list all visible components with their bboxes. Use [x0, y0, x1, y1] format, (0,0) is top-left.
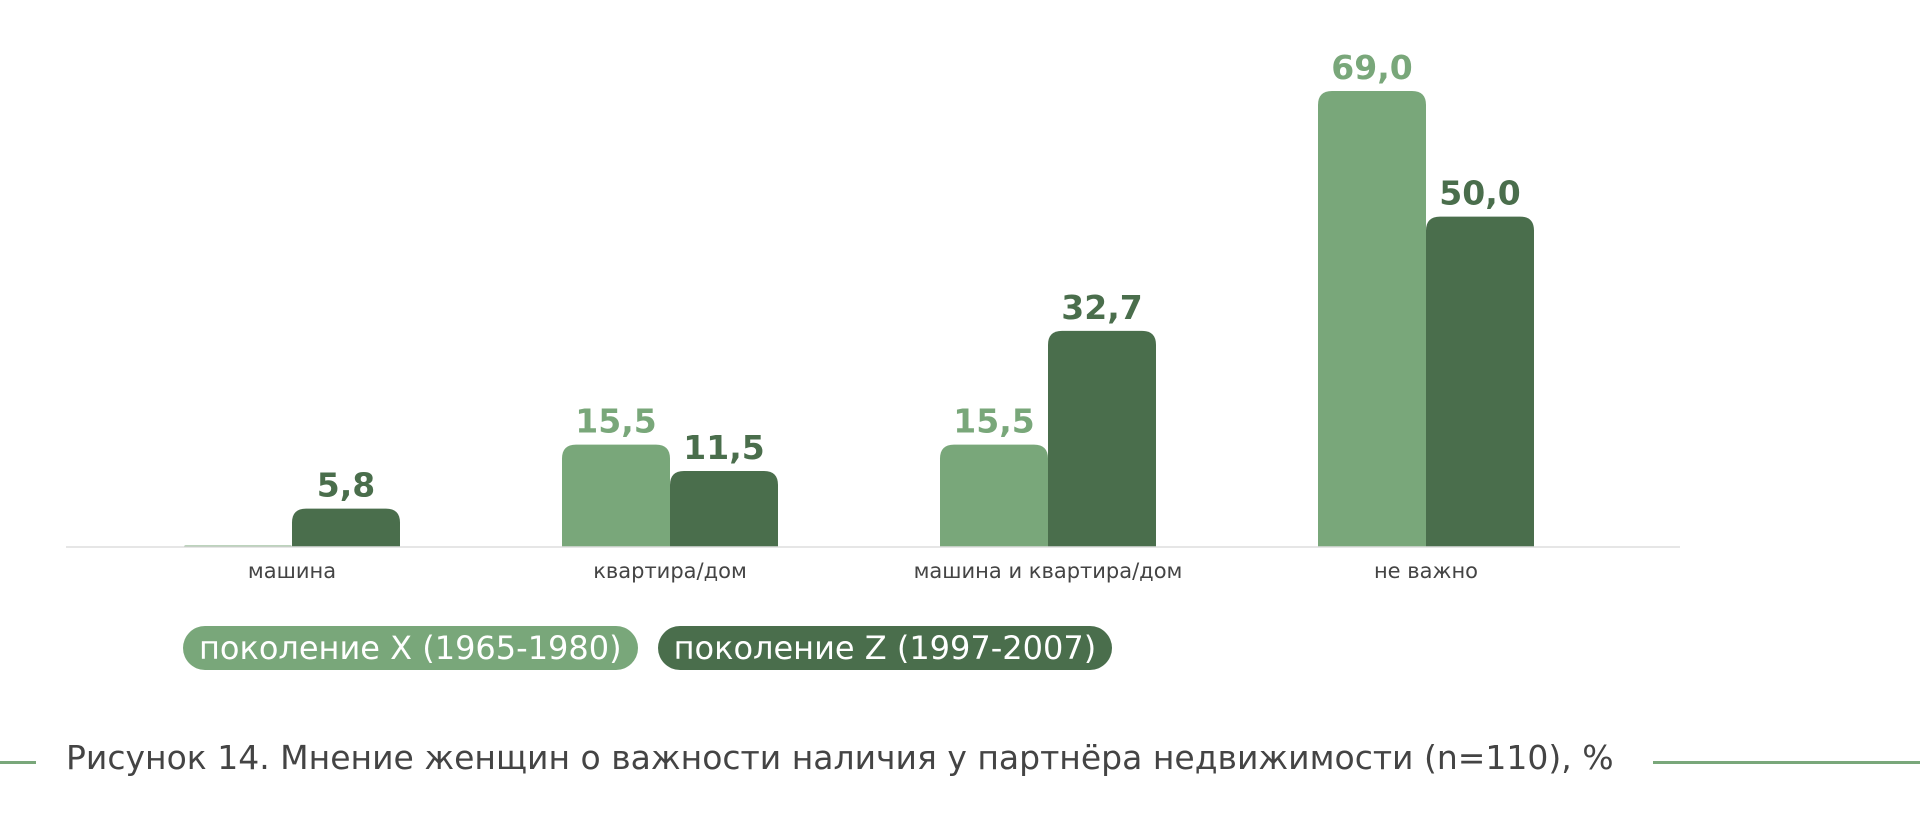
value-labels-layer: 5,8 15,5 11,5 15,5 32,7 69,0 50,0 — [317, 48, 1521, 505]
value-label-generation-x-2: 15,5 — [953, 402, 1034, 441]
bar-generation-z-3 — [1426, 216, 1534, 547]
bar-generation-z-1 — [670, 471, 778, 547]
category-label-3: не важно — [1374, 559, 1478, 583]
bar-generation-z-2 — [1048, 330, 1156, 547]
value-label-generation-x-3: 69,0 — [1331, 48, 1412, 87]
caption-rule-right — [1653, 761, 1920, 764]
category-label-0: машина — [248, 559, 336, 583]
legend: поколение X (1965-1980) поколение Z (199… — [183, 626, 1113, 670]
value-label-generation-z-3: 50,0 — [1439, 174, 1520, 213]
bar-generation-x-1 — [562, 444, 670, 547]
legend-item-generation-x: поколение X (1965-1980) — [183, 626, 638, 670]
value-label-generation-z-1: 11,5 — [683, 428, 764, 467]
bar-generation-x-2 — [940, 444, 1048, 547]
value-label-generation-z-0: 5,8 — [317, 466, 375, 505]
bar-chart: 5,8 15,5 11,5 15,5 32,7 69,0 50,0 машина кварти… — [66, 48, 1680, 583]
category-label-2: машина и квартира/дом — [914, 559, 1183, 583]
bar-generation-z-0 — [292, 508, 400, 547]
bar-generation-x-3 — [1318, 91, 1426, 547]
value-label-generation-z-2: 32,7 — [1061, 288, 1142, 327]
figure-caption: Рисунок 14. Мнение женщин о важности нал… — [66, 738, 1614, 777]
category-label-1: квартира/дом — [593, 559, 747, 583]
category-labels-layer: машина квартира/дом машина и квартира/дом н… — [248, 559, 1478, 583]
value-label-generation-x-1: 15,5 — [575, 402, 656, 441]
caption-rule-left — [0, 761, 36, 764]
bars-layer — [184, 91, 1534, 547]
legend-item-generation-z: поколение Z (1997-2007) — [657, 626, 1113, 670]
